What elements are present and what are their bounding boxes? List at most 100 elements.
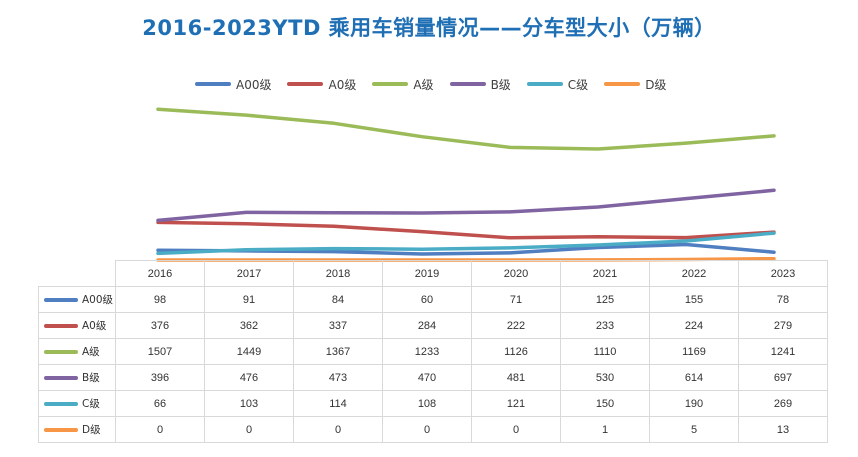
year-header: 2017 [204, 260, 294, 287]
table-cell: 108 [382, 390, 472, 417]
legend-item-0: A00级 [195, 76, 271, 93]
table-cell: 0 [204, 416, 294, 443]
legend-label: D级 [645, 77, 667, 92]
series-line-1 [156, 220, 776, 240]
table-cell: 66 [115, 390, 205, 417]
year-header: 2018 [293, 260, 383, 287]
table-cell: 84 [293, 286, 383, 313]
series-line-3 [156, 188, 776, 223]
row-header: A级 [38, 338, 116, 365]
row-label: D级 [82, 424, 101, 436]
row-label: B级 [82, 372, 100, 384]
table-cell: 155 [649, 286, 739, 313]
table-row: B级 396 476 473 470 481 530 614 697 [38, 364, 828, 391]
table-cell: 224 [649, 312, 739, 339]
legend-item-1: A0级 [287, 76, 356, 93]
table-cell: 470 [382, 364, 472, 391]
table-cell: 0 [471, 416, 561, 443]
table-cell: 71 [471, 286, 561, 313]
year-header: 2019 [382, 260, 472, 287]
table-cell: 91 [204, 286, 294, 313]
table-row: A0级 376 362 337 284 222 233 224 279 [38, 312, 828, 339]
legend-swatch [195, 82, 231, 86]
table-cell: 5 [649, 416, 739, 443]
table-cell: 114 [293, 390, 383, 417]
table-cell: 269 [738, 390, 828, 417]
table-cell: 376 [115, 312, 205, 339]
table-cell: 0 [382, 416, 472, 443]
legend-swatch [449, 82, 486, 86]
year-header: 2020 [471, 260, 561, 287]
table-cell: 1241 [738, 338, 828, 365]
legend-swatch [526, 82, 563, 86]
table-corner [38, 260, 116, 287]
table-cell: 481 [471, 364, 561, 391]
table-cell: 1507 [115, 338, 205, 365]
legend-swatch [604, 82, 641, 86]
table-cell: 362 [204, 312, 294, 339]
legend-label: B级 [490, 77, 511, 92]
table-cell: 1233 [382, 338, 472, 365]
table-cell: 222 [471, 312, 561, 339]
row-swatch [44, 324, 78, 328]
row-label: A级 [82, 346, 100, 358]
legend-label: A级 [413, 77, 434, 92]
row-label: C级 [82, 398, 100, 410]
row-swatch [44, 376, 78, 380]
table-cell: 103 [204, 390, 294, 417]
legend-label: A0级 [328, 77, 357, 92]
table-cell: 476 [204, 364, 294, 391]
legend: A00级 A0级 A级 B级 C级 D级 [195, 74, 682, 94]
year-header: 2021 [560, 260, 650, 287]
table-cell: 396 [115, 364, 205, 391]
table-cell: 121 [471, 390, 561, 417]
table-cell: 1169 [649, 338, 739, 365]
table-cell: 1 [560, 416, 650, 443]
table-cell: 98 [115, 286, 205, 313]
row-header: B级 [38, 364, 116, 391]
row-label: A0级 [82, 320, 107, 332]
legend-item-2: A级 [372, 76, 434, 93]
table-cell: 0 [115, 416, 205, 443]
table-cell: 1367 [293, 338, 383, 365]
legend-item-4: C级 [526, 76, 589, 93]
table-cell: 13 [738, 416, 828, 443]
legend-swatch [372, 82, 409, 86]
chart-title: 2016-2023YTD 乘用车销量情况——分车型大小（万辆） [142, 16, 716, 40]
table-cell: 233 [560, 312, 650, 339]
year-header: 2022 [649, 260, 739, 287]
row-header: D级 [38, 416, 116, 443]
legend-label: A00级 [236, 77, 272, 92]
table-cell: 697 [738, 364, 828, 391]
table-row: D级 0 0 0 0 0 1 5 13 [38, 416, 828, 443]
table-cell: 1110 [560, 338, 650, 365]
row-header: A00级 [38, 286, 116, 313]
row-header: A0级 [38, 312, 116, 339]
row-swatch [44, 298, 78, 302]
row-swatch [44, 402, 78, 406]
table-row: A00级 98 91 84 60 71 125 155 78 [38, 286, 828, 313]
legend-label: C级 [567, 77, 589, 92]
table-cell: 1126 [471, 338, 561, 365]
table-row: A级 1507 1449 1367 1233 1126 1110 1169 1241 [38, 338, 828, 365]
legend-item-3: B级 [449, 76, 511, 93]
table-cell: 150 [560, 390, 650, 417]
table-cell: 0 [293, 416, 383, 443]
table-cell: 284 [382, 312, 472, 339]
table-cell: 614 [649, 364, 739, 391]
row-header: C级 [38, 390, 116, 417]
series-line-2 [156, 107, 776, 151]
year-header: 2023 [738, 260, 828, 287]
row-swatch [44, 428, 78, 432]
table-row: C级 66 103 114 108 121 150 190 269 [38, 390, 828, 417]
legend-item-5: D级 [604, 76, 666, 93]
table-cell: 125 [560, 286, 650, 313]
table-cell: 60 [382, 286, 472, 313]
table-cell: 78 [738, 286, 828, 313]
row-swatch [44, 350, 78, 354]
table-cell: 337 [293, 312, 383, 339]
table-cell: 279 [738, 312, 828, 339]
series-line-4 [156, 231, 776, 256]
year-header: 2016 [115, 260, 205, 287]
data-table: 2016 2017 2018 2019 2020 2021 2022 2023 A00级 98 9… [38, 260, 828, 443]
